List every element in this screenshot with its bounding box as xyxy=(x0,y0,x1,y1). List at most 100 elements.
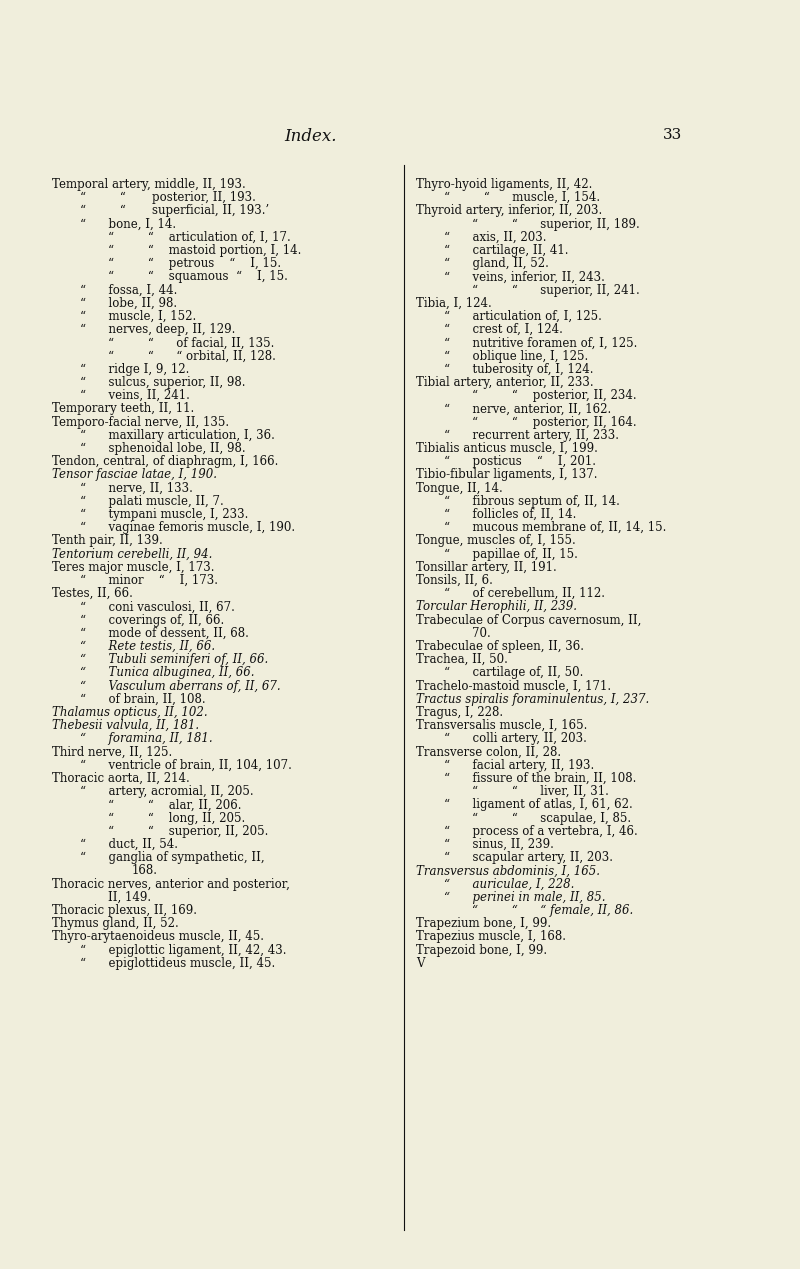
Text: “         “    mastoid portion, I, 14.: “ “ mastoid portion, I, 14. xyxy=(108,244,302,258)
Text: “      auriculae, I, 228.: “ auriculae, I, 228. xyxy=(444,878,574,891)
Text: “         “      superior, II, 241.: “ “ superior, II, 241. xyxy=(472,283,640,297)
Text: Thyroid artery, inferior, II, 203.: Thyroid artery, inferior, II, 203. xyxy=(416,204,602,217)
Text: 70.: 70. xyxy=(472,627,490,640)
Text: “      epiglottideus muscle, II, 45.: “ epiglottideus muscle, II, 45. xyxy=(80,957,275,970)
Text: “      crest of, I, 124.: “ crest of, I, 124. xyxy=(444,324,563,336)
Text: “      cartilage, II, 41.: “ cartilage, II, 41. xyxy=(444,244,569,258)
Text: Tenth pair, II, 139.: Tenth pair, II, 139. xyxy=(52,534,162,547)
Text: “      veins, inferior, II, 243.: “ veins, inferior, II, 243. xyxy=(444,270,605,283)
Text: “         “      scapulae, I, 85.: “ “ scapulae, I, 85. xyxy=(472,812,631,825)
Text: “      coni vasculosi, II, 67.: “ coni vasculosi, II, 67. xyxy=(80,600,235,613)
Text: “         “    superior, II, 205.: “ “ superior, II, 205. xyxy=(108,825,268,838)
Text: “      oblique line, I, 125.: “ oblique line, I, 125. xyxy=(444,349,588,363)
Text: Thyro-hyoid ligaments, II, 42.: Thyro-hyoid ligaments, II, 42. xyxy=(416,178,592,192)
Text: “      Tubuli seminiferi of, II, 66.: “ Tubuli seminiferi of, II, 66. xyxy=(80,654,268,666)
Text: “      sinus, II, 239.: “ sinus, II, 239. xyxy=(444,838,554,851)
Text: Teres major muscle, I, 173.: Teres major muscle, I, 173. xyxy=(52,561,214,574)
Text: Thoracic nerves, anterior and posterior,: Thoracic nerves, anterior and posterior, xyxy=(52,878,290,891)
Text: Transversus abdominis, I, 165.: Transversus abdominis, I, 165. xyxy=(416,864,600,877)
Text: “      tuberosity of, I, 124.: “ tuberosity of, I, 124. xyxy=(444,363,594,376)
Text: Tongue, muscles of, I, 155.: Tongue, muscles of, I, 155. xyxy=(416,534,576,547)
Text: “      nerve, II, 133.: “ nerve, II, 133. xyxy=(80,482,193,495)
Text: “         “    petrous    “    I, 15.: “ “ petrous “ I, 15. xyxy=(108,258,281,270)
Text: Tragus, I, 228.: Tragus, I, 228. xyxy=(416,706,503,720)
Text: “         “      “ female, II, 86.: “ “ “ female, II, 86. xyxy=(472,904,634,917)
Text: Thebesii valvula, II, 181.: Thebesii valvula, II, 181. xyxy=(52,720,199,732)
Text: Tibial artery, anterior, II, 233.: Tibial artery, anterior, II, 233. xyxy=(416,376,594,390)
Text: “      ventricle of brain, II, 104, 107.: “ ventricle of brain, II, 104, 107. xyxy=(80,759,292,772)
Text: 168.: 168. xyxy=(132,864,158,877)
Text: Tibio-fibular ligaments, I, 137.: Tibio-fibular ligaments, I, 137. xyxy=(416,468,598,481)
Text: “      muscle, I, 152.: “ muscle, I, 152. xyxy=(80,310,196,324)
Text: “         “      muscle, I, 154.: “ “ muscle, I, 154. xyxy=(444,192,600,204)
Text: “         “    alar, II, 206.: “ “ alar, II, 206. xyxy=(108,798,242,811)
Text: Thymus gland, II, 52.: Thymus gland, II, 52. xyxy=(52,917,178,930)
Text: Trachea, II, 50.: Trachea, II, 50. xyxy=(416,654,508,666)
Text: Transverse colon, II, 28.: Transverse colon, II, 28. xyxy=(416,746,561,759)
Text: “      fibrous septum of, II, 14.: “ fibrous septum of, II, 14. xyxy=(444,495,620,508)
Text: Transversalis muscle, I, 165.: Transversalis muscle, I, 165. xyxy=(416,720,587,732)
Text: Trabeculae of spleen, II, 36.: Trabeculae of spleen, II, 36. xyxy=(416,640,584,654)
Text: “         “    posterior, II, 234.: “ “ posterior, II, 234. xyxy=(472,390,637,402)
Text: “      articulation of, I, 125.: “ articulation of, I, 125. xyxy=(444,310,602,324)
Text: Temporo-facial nerve, II, 135.: Temporo-facial nerve, II, 135. xyxy=(52,416,229,429)
Text: Trabeculae of Corpus cavernosum, II,: Trabeculae of Corpus cavernosum, II, xyxy=(416,614,642,627)
Text: “         “       superficial, II, 193.’: “ “ superficial, II, 193.’ xyxy=(80,204,270,217)
Text: “      lobe, II, 98.: “ lobe, II, 98. xyxy=(80,297,177,310)
Text: “         “    squamous  “    I, 15.: “ “ squamous “ I, 15. xyxy=(108,270,288,283)
Text: “      mode of dessent, II, 68.: “ mode of dessent, II, 68. xyxy=(80,627,249,640)
Text: Third nerve, II, 125.: Third nerve, II, 125. xyxy=(52,746,172,759)
Text: “         “      “ orbital, II, 128.: “ “ “ orbital, II, 128. xyxy=(108,349,276,363)
Text: “      nerve, anterior, II, 162.: “ nerve, anterior, II, 162. xyxy=(444,402,611,415)
Text: “      ridge I, 9, 12.: “ ridge I, 9, 12. xyxy=(80,363,190,376)
Text: “      Vasculum aberrans of, II, 67.: “ Vasculum aberrans of, II, 67. xyxy=(80,680,281,693)
Text: V: V xyxy=(416,957,425,970)
Text: “      ligament of atlas, I, 61, 62.: “ ligament of atlas, I, 61, 62. xyxy=(444,798,633,811)
Text: Tonsillar artery, II, 191.: Tonsillar artery, II, 191. xyxy=(416,561,557,574)
Text: Trapezium bone, I, 99.: Trapezium bone, I, 99. xyxy=(416,917,551,930)
Text: “      cartilage of, II, 50.: “ cartilage of, II, 50. xyxy=(444,666,583,679)
Text: “      ganglia of sympathetic, II,: “ ganglia of sympathetic, II, xyxy=(80,851,265,864)
Text: “      epiglottic ligament, II, 42, 43.: “ epiglottic ligament, II, 42, 43. xyxy=(80,944,286,957)
Text: Tensor fasciae latae, I, 190.: Tensor fasciae latae, I, 190. xyxy=(52,468,217,481)
Text: “      Rete testis, II, 66.: “ Rete testis, II, 66. xyxy=(80,640,215,654)
Text: “         “      of facial, II, 135.: “ “ of facial, II, 135. xyxy=(108,336,274,349)
Text: “      maxillary articulation, I, 36.: “ maxillary articulation, I, 36. xyxy=(80,429,275,442)
Text: “      process of a vertebra, I, 46.: “ process of a vertebra, I, 46. xyxy=(444,825,638,838)
Text: 33: 33 xyxy=(662,128,682,142)
Text: “      gland, II, 52.: “ gland, II, 52. xyxy=(444,258,549,270)
Text: “      papillae of, II, 15.: “ papillae of, II, 15. xyxy=(444,548,578,561)
Text: II, 149.: II, 149. xyxy=(108,891,151,904)
Text: “      of brain, II, 108.: “ of brain, II, 108. xyxy=(80,693,206,706)
Text: Tibia, I, 124.: Tibia, I, 124. xyxy=(416,297,492,310)
Text: Tongue, II, 14.: Tongue, II, 14. xyxy=(416,482,502,495)
Text: “         “       posterior, II, 193.: “ “ posterior, II, 193. xyxy=(80,192,256,204)
Text: “      sphenoidal lobe, II, 98.: “ sphenoidal lobe, II, 98. xyxy=(80,442,246,456)
Text: “      follicles of, II, 14.: “ follicles of, II, 14. xyxy=(444,508,576,522)
Text: “      Tunica albuginea, II, 66.: “ Tunica albuginea, II, 66. xyxy=(80,666,254,679)
Text: Tonsils, II, 6.: Tonsils, II, 6. xyxy=(416,574,493,588)
Text: Torcular Herophili, II, 239.: Torcular Herophili, II, 239. xyxy=(416,600,577,613)
Text: “      tympani muscle, I, 233.: “ tympani muscle, I, 233. xyxy=(80,508,248,522)
Text: “      artery, acromial, II, 205.: “ artery, acromial, II, 205. xyxy=(80,786,254,798)
Text: “      sulcus, superior, II, 98.: “ sulcus, superior, II, 98. xyxy=(80,376,246,390)
Text: “      recurrent artery, II, 233.: “ recurrent artery, II, 233. xyxy=(444,429,619,442)
Text: Thalamus opticus, II, 102.: Thalamus opticus, II, 102. xyxy=(52,706,208,720)
Text: “      nutritive foramen of, I, 125.: “ nutritive foramen of, I, 125. xyxy=(444,336,638,349)
Text: Tibialis anticus muscle, I, 199.: Tibialis anticus muscle, I, 199. xyxy=(416,442,598,456)
Text: “      colli artery, II, 203.: “ colli artery, II, 203. xyxy=(444,732,587,745)
Text: Thoracic aorta, II, 214.: Thoracic aorta, II, 214. xyxy=(52,772,190,786)
Text: Trapezius muscle, I, 168.: Trapezius muscle, I, 168. xyxy=(416,930,566,943)
Text: Tractus spiralis foraminulentus, I, 237.: Tractus spiralis foraminulentus, I, 237. xyxy=(416,693,650,706)
Text: “         “    long, II, 205.: “ “ long, II, 205. xyxy=(108,812,246,825)
Text: Index.: Index. xyxy=(284,128,336,145)
Text: “         “      liver, II, 31.: “ “ liver, II, 31. xyxy=(472,786,609,798)
Text: Thoracic plexus, II, 169.: Thoracic plexus, II, 169. xyxy=(52,904,197,917)
Text: “      nerves, deep, II, 129.: “ nerves, deep, II, 129. xyxy=(80,324,235,336)
Text: Trapezoid bone, I, 99.: Trapezoid bone, I, 99. xyxy=(416,944,547,957)
Text: “      fissure of the brain, II, 108.: “ fissure of the brain, II, 108. xyxy=(444,772,636,786)
Text: Temporary teeth, II, 11.: Temporary teeth, II, 11. xyxy=(52,402,194,415)
Text: “      scapular artery, II, 203.: “ scapular artery, II, 203. xyxy=(444,851,613,864)
Text: “         “    articulation of, I, 17.: “ “ articulation of, I, 17. xyxy=(108,231,290,244)
Text: Temporal artery, middle, II, 193.: Temporal artery, middle, II, 193. xyxy=(52,178,246,192)
